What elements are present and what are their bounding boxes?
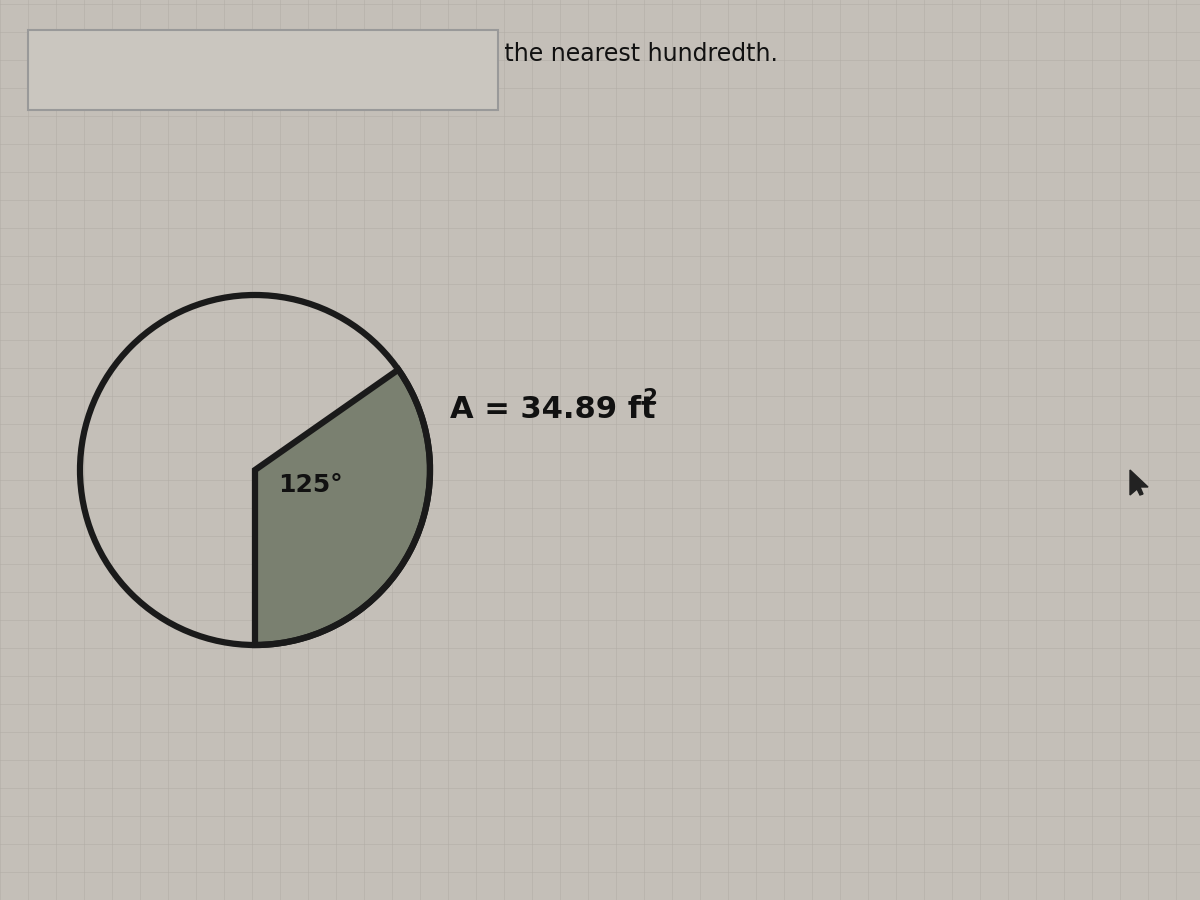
FancyBboxPatch shape: [28, 30, 498, 110]
Polygon shape: [1130, 470, 1148, 495]
Text: A = 34.89 ft: A = 34.89 ft: [450, 395, 655, 425]
Text: 125°: 125°: [278, 473, 343, 497]
Text: 2: 2: [642, 388, 658, 408]
Text: Find the area of the full circle. Round to the nearest hundredth.: Find the area of the full circle. Round …: [30, 42, 778, 66]
Wedge shape: [256, 370, 430, 645]
